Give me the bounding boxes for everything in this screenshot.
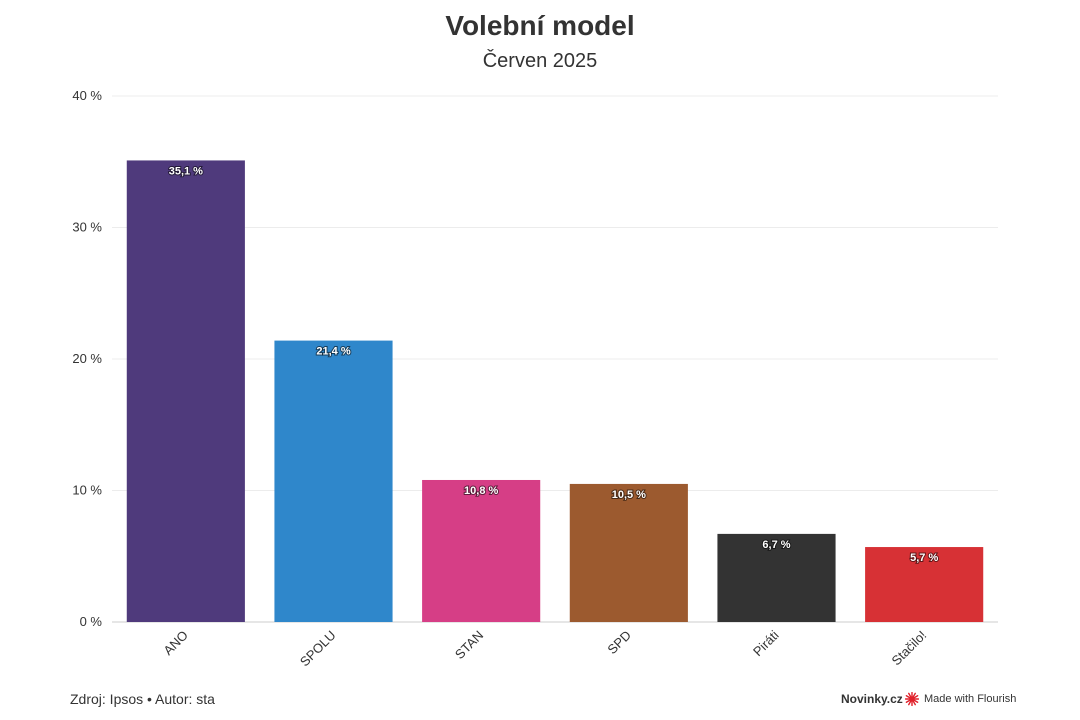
bar-value-label: 21,4 % [316, 346, 350, 358]
flourish-credit[interactable]: Made with Flourish [905, 691, 1016, 707]
bar-value-label: 10,5 % [612, 489, 646, 501]
chart-title: Volební model [445, 10, 635, 41]
bar[interactable] [422, 479, 541, 622]
x-tick-label: ANO [160, 628, 191, 659]
bar-value-label: 10,8 % [464, 485, 498, 497]
y-tick-label: 20 % [72, 351, 102, 366]
y-tick-label: 0 % [80, 614, 103, 629]
chart-subtitle: Červen 2025 [482, 50, 598, 72]
bar-chart: 0 % 10 % 20 % 30 % 40 % 35,1 % 21,4 % 10,8 % 10… [72, 88, 998, 669]
brand-link[interactable]: Novinky.cz [841, 692, 903, 706]
source-note: Zdroj: Ipsos • Autor: sta [70, 691, 215, 707]
bar[interactable] [126, 160, 245, 622]
bar[interactable] [569, 483, 688, 622]
bar[interactable] [717, 533, 836, 622]
flourish-logo-icon [905, 692, 919, 706]
y-tick-label: 40 % [72, 88, 102, 103]
x-tick-label: Stačilo! [889, 628, 930, 669]
bar-value-label: 5,7 % [910, 552, 938, 564]
y-tick-label: 10 % [72, 483, 102, 498]
bars: 35,1 % 21,4 % 10,8 % 10,5 % 6,7 % 5,7 % [126, 160, 984, 622]
x-tick-label: SPOLU [297, 628, 339, 670]
x-tick-label: SPD [604, 628, 634, 658]
bar-value-label: 35,1 % [169, 165, 203, 177]
bar[interactable] [865, 547, 984, 622]
x-tick-label: Piráti [750, 627, 782, 659]
bar[interactable] [274, 340, 393, 622]
gridlines [112, 95, 998, 623]
y-axis-ticks: 0 % 10 % 20 % 30 % 40 % [72, 88, 102, 629]
y-tick-label: 30 % [72, 220, 102, 235]
flourish-credit-text: Made with Flourish [924, 693, 1017, 705]
bar-value-label: 6,7 % [762, 539, 790, 551]
x-tick-label: STAN [452, 628, 486, 662]
x-axis-labels: ANO SPOLU STAN SPD Piráti Stačilo! [160, 627, 929, 669]
